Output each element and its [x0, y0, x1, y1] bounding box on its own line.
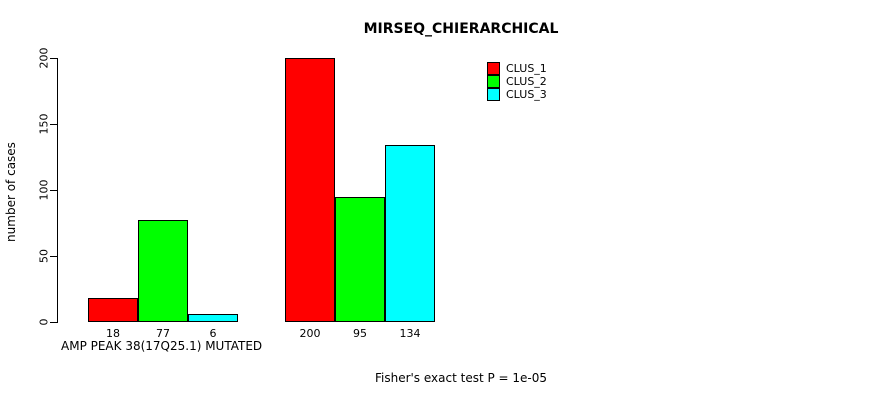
x-axis-label: AMP PEAK 38(17Q25.1) MUTATED: [61, 339, 263, 353]
legend-label: CLUS_2: [506, 75, 547, 88]
chart-title: MIRSEQ_CHIERARCHICAL: [363, 21, 559, 37]
bar-value-label: 95: [353, 327, 367, 340]
y-axis-line: [57, 58, 58, 323]
y-tick: [50, 322, 57, 323]
bar-value-label: 200: [299, 327, 321, 340]
y-tick: [50, 256, 57, 257]
bar-clus_1-group1: [88, 298, 138, 322]
y-tick: [50, 58, 57, 59]
legend-swatch-clus_1: [487, 62, 500, 75]
bar-value-label: 6: [209, 327, 217, 340]
y-tick-label: 200: [37, 47, 51, 69]
legend: CLUS_1 CLUS_2 CLUS_3: [487, 62, 547, 101]
y-tick: [50, 190, 57, 191]
bar-clus_2-group1: [138, 220, 188, 322]
y-tick-label: 100: [37, 179, 51, 201]
bar-clus_2-group2: [335, 197, 385, 322]
bar-value-label: 77: [156, 327, 170, 340]
bar-clus_3-group1: [188, 314, 238, 322]
bar-clus_1-group2: [285, 58, 335, 322]
legend-label: CLUS_1: [506, 62, 547, 75]
bar-value-label: 134: [399, 327, 421, 340]
legend-item: CLUS_1: [487, 62, 547, 75]
bar-value-label: 18: [106, 327, 120, 340]
y-tick-label: 150: [37, 113, 51, 135]
legend-label: CLUS_3: [506, 88, 547, 101]
y-tick: [50, 124, 57, 125]
legend-item: CLUS_2: [487, 75, 547, 88]
legend-item: CLUS_3: [487, 88, 547, 101]
y-axis-label: number of cases: [4, 142, 18, 242]
legend-swatch-clus_2: [487, 75, 500, 88]
stat-annotation: Fisher's exact test P = 1e-05: [374, 371, 548, 385]
y-tick-label: 0: [37, 318, 51, 326]
y-tick-label: 50: [37, 249, 51, 263]
legend-swatch-clus_3: [487, 88, 500, 101]
bar-clus_3-group2: [385, 145, 435, 322]
